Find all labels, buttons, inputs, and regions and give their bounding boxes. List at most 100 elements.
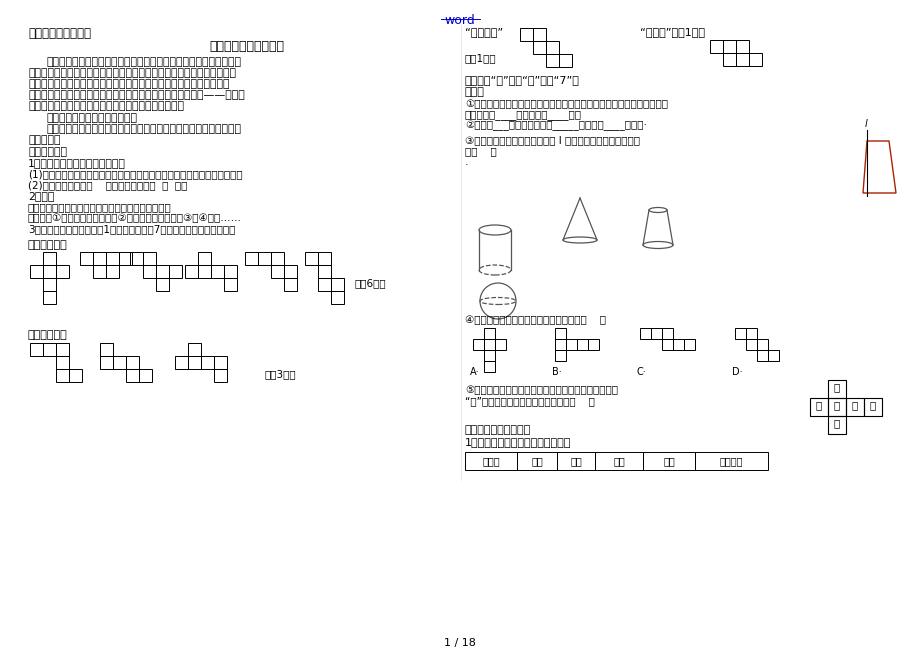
Bar <box>827 380 845 398</box>
Text: 重点：根本的几何图形。这局部的主要内容是图形的初步认识，从学: 重点：根本的几何图形。这局部的主要内容是图形的初步认识，从学 <box>46 57 241 67</box>
Bar <box>554 339 565 350</box>
Bar <box>185 265 198 278</box>
Bar <box>210 265 223 278</box>
Bar <box>576 339 587 350</box>
Text: 图形: 图形 <box>612 456 624 466</box>
Bar <box>142 265 156 278</box>
Bar <box>214 356 227 369</box>
Text: 「二三一型」: 「二三一型」 <box>28 330 68 340</box>
Bar <box>43 343 56 356</box>
Bar <box>43 252 56 265</box>
Text: 2．分类: 2．分类 <box>28 191 54 201</box>
Bar <box>30 343 43 356</box>
Bar <box>56 343 69 356</box>
Bar <box>56 369 69 382</box>
Bar <box>43 278 56 291</box>
Bar <box>545 41 559 54</box>
Bar <box>175 356 187 369</box>
Bar <box>559 54 572 67</box>
Text: ①在六角螺母、乒乓球、圆形烟囱、书本、热水瓶胆等物体中，形状类似: ①在六角螺母、乒乓球、圆形烟囱、书本、热水瓶胆等物体中，形状类似 <box>464 99 667 109</box>
Bar <box>827 398 845 416</box>
Bar <box>516 452 556 470</box>
Bar <box>709 40 722 53</box>
Bar <box>472 339 483 350</box>
Text: 伟: 伟 <box>833 382 839 392</box>
Text: word: word <box>444 14 475 27</box>
Bar <box>734 328 745 339</box>
Text: ⑤如图，是一个正方体的外表展开图，如此原正方体中: ⑤如图，是一个正方体的外表展开图，如此原正方体中 <box>464 385 618 395</box>
Text: 大: 大 <box>815 400 822 410</box>
Bar <box>284 265 297 278</box>
Text: 几何体：①柱体【圆柱和棱柱】②锥体【圆锥和棱锥】③球④台体……: 几何体：①柱体【圆柱和棱柱】②锥体【圆锥和棱锥】③球④台体…… <box>28 213 242 223</box>
Bar <box>80 252 93 265</box>
Bar <box>745 339 756 350</box>
Text: C·: C· <box>636 367 646 377</box>
Bar <box>565 339 576 350</box>
Bar <box>483 339 494 350</box>
Bar <box>735 53 748 66</box>
Bar <box>809 398 827 416</box>
Text: 的: 的 <box>833 400 839 410</box>
Bar <box>198 252 210 265</box>
Bar <box>284 278 297 291</box>
Bar <box>93 252 106 265</box>
Bar <box>554 350 565 361</box>
Bar <box>554 328 565 339</box>
Text: 「一四一型」: 「一四一型」 <box>28 240 68 250</box>
Text: 1．根本元素：点、线、面、体。: 1．根本元素：点、线、面、体。 <box>28 158 126 168</box>
Bar <box>271 252 284 265</box>
Bar <box>464 452 516 470</box>
Text: l: l <box>864 119 867 129</box>
Text: 「有3种」: 「有3种」 <box>265 369 296 379</box>
Bar <box>722 40 735 53</box>
Bar <box>587 339 598 350</box>
Bar <box>187 356 200 369</box>
Bar <box>519 28 532 41</box>
Bar <box>100 356 113 369</box>
Bar <box>56 265 69 278</box>
Text: (2)线与线相交【点】    面与面相交【线】  棱  顶点: (2)线与线相交【点】 面与面相交【线】 棱 顶点 <box>28 180 187 190</box>
Text: ·: · <box>464 160 468 170</box>
Text: 生生活周围熟悉的立体图形入手，使学生队物体形状的认识由模糊、感性: 生生活周围熟悉的立体图形入手，使学生队物体形状的认识由模糊、感性 <box>28 68 236 78</box>
Bar <box>673 339 683 350</box>
Bar <box>200 356 214 369</box>
Bar <box>271 265 284 278</box>
Bar <box>244 252 257 265</box>
Text: 于棱柱的有____个，球体有____个。: 于棱柱的有____个，球体有____个。 <box>464 110 582 120</box>
Text: 考点：: 考点： <box>464 87 484 97</box>
Bar <box>156 278 169 291</box>
Text: “二二二型”: “二二二型” <box>464 27 503 37</box>
Bar <box>142 252 156 265</box>
Text: 长度: 长度 <box>570 456 581 466</box>
Text: 一、几何图形: 一、几何图形 <box>28 147 67 157</box>
Bar <box>169 265 182 278</box>
Text: (1)点动成线，线动成面，面动成体。（体是由面围成的；面有平面和曲面）: (1)点动成线，线动成面，面动成体。（体是由面围成的；面有平面和曲面） <box>28 169 243 179</box>
Text: 表示: 表示 <box>663 456 675 466</box>
Bar <box>483 361 494 372</box>
Text: 延伸性: 延伸性 <box>482 456 499 466</box>
Bar <box>756 339 767 350</box>
Bar <box>223 278 237 291</box>
Bar <box>126 369 139 382</box>
Bar <box>139 369 152 382</box>
Bar <box>662 328 673 339</box>
Bar <box>683 339 694 350</box>
Bar <box>662 339 673 350</box>
Text: B·: B· <box>551 367 562 377</box>
Bar <box>767 350 778 361</box>
Bar <box>748 53 761 66</box>
Bar <box>722 53 735 66</box>
Bar <box>130 252 142 265</box>
Bar <box>756 350 767 361</box>
Bar <box>640 328 651 339</box>
Text: 何思维模式: 何思维模式 <box>28 135 61 145</box>
Bar <box>56 356 69 369</box>
Bar <box>113 356 126 369</box>
Text: 第一章根本的几何图形: 第一章根本的几何图形 <box>209 40 284 53</box>
Bar <box>198 265 210 278</box>
Bar <box>745 328 756 339</box>
Text: 形的关系，从而引人组成立体图形和平面图形的最根本的图形——点、线: 形的关系，从而引人组成立体图形和平面图形的最根本的图形——点、线 <box>28 90 244 100</box>
Text: 不能出现“田”字、“凹”字和“7”字: 不能出现“田”字、“凹”字和“7”字 <box>464 75 579 85</box>
Text: D·: D· <box>732 367 742 377</box>
Bar <box>556 452 595 470</box>
